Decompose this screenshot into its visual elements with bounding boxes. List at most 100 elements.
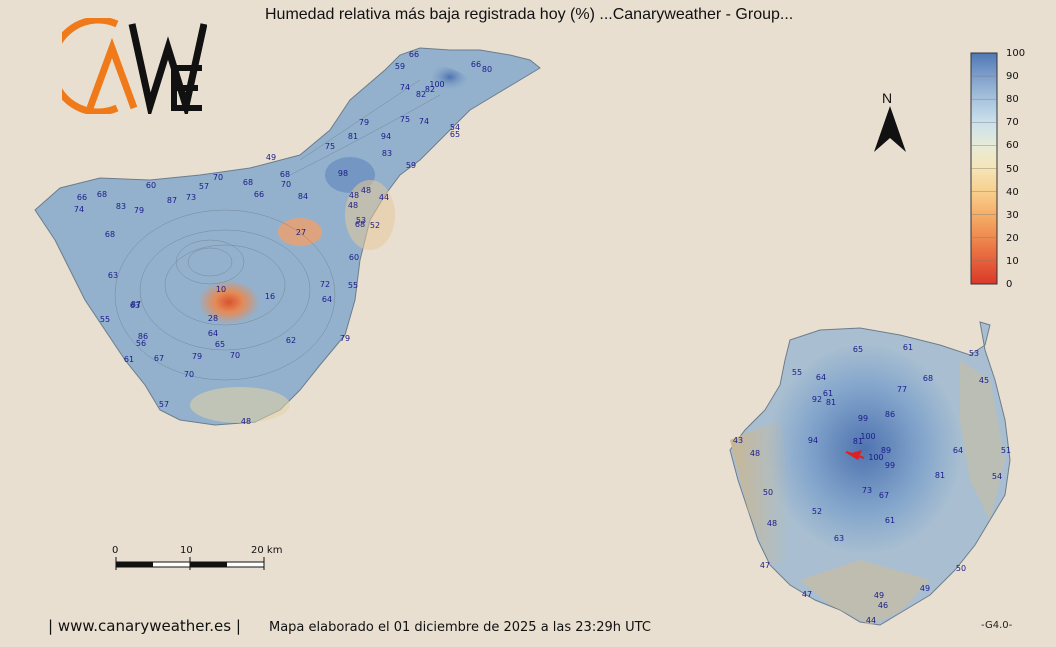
tenerife-value-46: 72 [320, 280, 330, 289]
tenerife-value-35: 74 [74, 205, 84, 214]
tenerife-value-22: 60 [146, 181, 156, 190]
tenerife-value-38: 48 [348, 201, 358, 210]
grancanaria-value-8: 61 [823, 389, 833, 398]
grancanaria-value-34: 49 [874, 591, 884, 600]
tenerife-value-5: 100 [429, 80, 444, 89]
north-arrow-icon [874, 106, 906, 152]
grancanaria-value-37: 46 [878, 601, 888, 610]
grancanaria-value-29: 61 [885, 516, 895, 525]
tenerife-value-49: 16 [265, 292, 275, 301]
grancanaria-value-16: 81 [853, 437, 863, 446]
scale-bar [115, 557, 265, 570]
legend-tick-40: 40 [1006, 186, 1019, 198]
grancanaria-value-10: 81 [826, 398, 836, 407]
tenerife-value-17: 49 [266, 153, 276, 162]
scale-label-10: 10 [180, 545, 193, 556]
tenerife-value-20: 70 [213, 173, 223, 182]
legend-tick-90: 90 [1006, 71, 1019, 83]
tenerife-value-61: 67 [154, 354, 164, 363]
tenerife-value-18: 59 [406, 161, 416, 170]
grancanaria-value-21: 51 [1001, 446, 1011, 455]
tenerife-value-2: 66 [471, 60, 481, 69]
tenerife-value-43: 27 [296, 228, 306, 237]
humidity-legend [970, 52, 998, 285]
tenerife-value-29: 73 [186, 193, 196, 202]
tenerife-value-39: 53 [356, 216, 366, 225]
grancanaria-value-35: 49 [920, 584, 930, 593]
legend-tick-60: 60 [1006, 140, 1019, 152]
legend-tick-50: 50 [1006, 163, 1019, 175]
tenerife-value-23: 57 [199, 182, 209, 191]
grancanaria-value-17: 48 [750, 449, 760, 458]
grancanaria-value-15: 100 [860, 432, 875, 441]
tenerife-value-48: 10 [216, 285, 226, 294]
tenerife-value-64: 61 [124, 355, 134, 364]
grancanaria-value-14: 94 [808, 436, 818, 445]
tenerife-value-31: 66 [254, 190, 264, 199]
grancanaria-value-7: 77 [897, 385, 907, 394]
tenerife-value-28: 68 [97, 190, 107, 199]
tenerife-value-47: 55 [348, 281, 358, 290]
legend-tick-0: 0 [1006, 279, 1013, 290]
tenerife-value-30: 87 [167, 196, 177, 205]
grancanaria-value-3: 55 [792, 368, 802, 377]
tenerife-value-58: 65 [215, 340, 225, 349]
tenerife-value-60: 79 [340, 334, 350, 343]
tenerife-value-63: 70 [230, 351, 240, 360]
grancanaria-value-11: 99 [858, 414, 868, 423]
grancanaria-value-24: 54 [992, 472, 1002, 481]
grancanaria-value-30: 48 [767, 519, 777, 528]
tenerife-value-15: 75 [325, 142, 335, 151]
tenerife-value-24: 68 [243, 178, 253, 187]
version-label: -G4.0- [981, 620, 1013, 631]
tenerife-value-9: 74 [419, 117, 429, 126]
tenerife-value-53: 55 [100, 315, 110, 324]
tenerife-value-1: 59 [395, 62, 405, 71]
grancanaria-value-36: 47 [802, 590, 812, 599]
grancanaria-value-1: 61 [903, 343, 913, 352]
grancanaria-value-20: 64 [953, 446, 963, 455]
legend-tick-10: 10 [1006, 255, 1019, 267]
tenerife-value-54: 28 [208, 314, 218, 323]
tenerife-value-8: 75 [400, 115, 410, 124]
tenerife-value-56: 64 [208, 329, 218, 338]
legend-tick-100: 100 [1006, 48, 1026, 59]
tenerife-value-50: 64 [322, 295, 332, 304]
tenerife-value-45: 63 [108, 271, 118, 280]
tenerife-value-36: 83 [116, 202, 126, 211]
map-title: Humedad relativa más baja registrada hoy… [265, 6, 794, 23]
tenerife-value-37: 79 [134, 206, 144, 215]
grancanaria-value-12: 86 [885, 410, 895, 419]
grancanaria-value-9: 92 [812, 395, 822, 404]
tenerife-island [34, 47, 541, 426]
grancanaria-value-26: 50 [763, 488, 773, 497]
grancanaria-value-32: 47 [760, 561, 770, 570]
tenerife-value-55: 86 [138, 332, 148, 341]
legend-tick-80: 80 [1006, 94, 1019, 106]
grancanaria-value-28: 52 [812, 507, 822, 516]
tenerife-value-14: 94 [381, 132, 391, 141]
grancanaria-value-31: 63 [834, 534, 844, 543]
tenerife-value-11: 65 [450, 130, 460, 139]
scale-label-0: 0 [112, 545, 119, 556]
tenerife-value-40: 68 [355, 220, 365, 229]
tenerife-value-34: 44 [379, 193, 389, 202]
canaryweather-logo [62, 18, 207, 114]
tenerife-value-16: 83 [382, 149, 392, 158]
grancanaria-value-2: 53 [969, 349, 979, 358]
website-link[interactable]: | www.canaryweather.es | [48, 617, 241, 635]
tenerife-value-52: 63 [130, 301, 140, 310]
tenerife-value-57: 56 [136, 339, 146, 348]
tenerife-value-42: 68 [105, 230, 115, 239]
map-timestamp: Mapa elaborado el 01 diciembre de 2025 a… [269, 620, 651, 635]
grancanaria-value-13: 43 [733, 436, 743, 445]
tenerife-value-67: 48 [241, 417, 251, 426]
tenerife-value-6: 82 [425, 85, 435, 94]
grancanaria-value-5: 68 [923, 374, 933, 383]
grancanaria-island [729, 321, 1011, 626]
legend-tick-20: 20 [1006, 232, 1019, 244]
tenerife-value-3: 80 [482, 65, 492, 74]
